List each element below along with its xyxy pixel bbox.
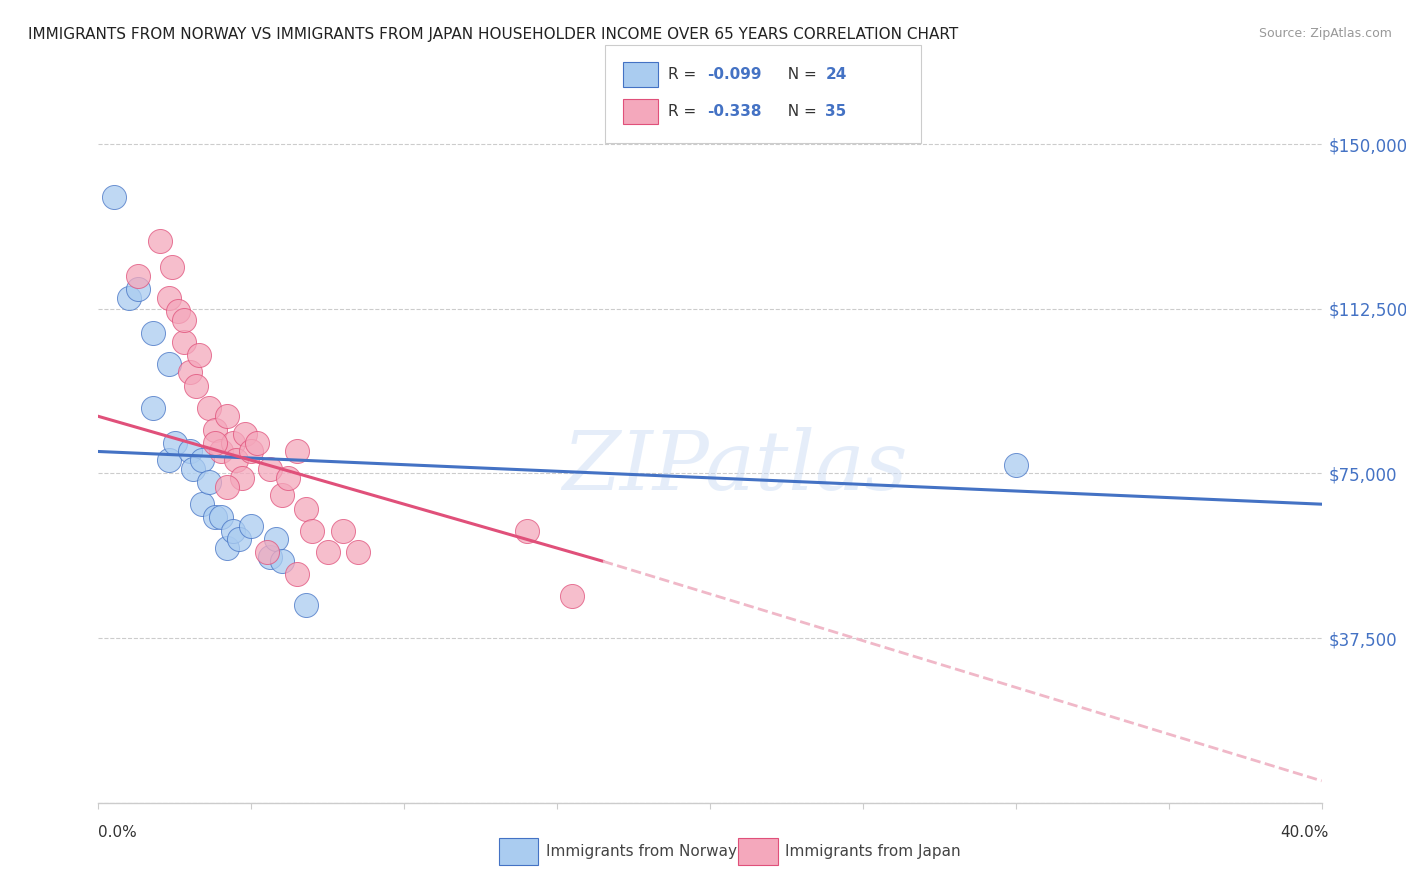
Point: [157, 357, 180, 371]
Point: [142, 326, 165, 340]
Text: Immigrants from Norway: Immigrants from Norway: [546, 845, 737, 859]
Point: [157, 453, 180, 467]
Point: [233, 426, 256, 441]
Text: -0.099: -0.099: [707, 67, 762, 81]
Point: [561, 590, 583, 604]
Point: [127, 282, 149, 296]
Point: [259, 549, 281, 564]
Point: [181, 462, 204, 476]
Point: [225, 453, 247, 467]
Point: [270, 554, 292, 568]
Point: [301, 524, 323, 538]
Point: [295, 501, 318, 516]
Point: [347, 545, 370, 559]
Point: [316, 545, 339, 559]
Point: [167, 304, 190, 318]
Point: [179, 444, 201, 458]
Text: IMMIGRANTS FROM NORWAY VS IMMIGRANTS FROM JAPAN HOUSEHOLDER INCOME OVER 65 YEARS: IMMIGRANTS FROM NORWAY VS IMMIGRANTS FRO…: [28, 27, 959, 42]
Point: [270, 488, 292, 502]
Point: [215, 541, 238, 555]
Point: [197, 475, 219, 490]
Text: 0.0%: 0.0%: [98, 825, 138, 840]
Text: 24: 24: [825, 67, 846, 81]
Point: [179, 366, 201, 380]
Point: [231, 471, 253, 485]
Text: N =: N =: [778, 67, 821, 81]
Point: [256, 545, 278, 559]
Text: 35: 35: [825, 104, 846, 119]
Text: Source: ZipAtlas.com: Source: ZipAtlas.com: [1258, 27, 1392, 40]
Point: [142, 401, 165, 415]
Point: [204, 423, 226, 437]
Point: [191, 497, 214, 511]
Point: [285, 567, 308, 582]
Point: [173, 334, 195, 349]
Point: [209, 510, 232, 524]
Point: [295, 598, 318, 612]
Point: [259, 462, 281, 476]
Point: [204, 435, 226, 450]
Point: [209, 444, 232, 458]
Point: [228, 533, 250, 547]
Point: [186, 378, 208, 392]
Point: [149, 234, 172, 248]
Point: [215, 480, 238, 494]
Point: [285, 444, 308, 458]
Point: [127, 268, 149, 283]
Point: [240, 519, 263, 533]
Point: [118, 291, 141, 305]
Point: [222, 524, 245, 538]
Point: [246, 435, 269, 450]
Point: [163, 435, 186, 450]
Text: 40.0%: 40.0%: [1281, 825, 1329, 840]
Point: [215, 409, 238, 424]
Text: N =: N =: [778, 104, 821, 119]
Point: [160, 260, 183, 274]
Point: [222, 435, 245, 450]
Point: [197, 401, 219, 415]
Point: [277, 471, 299, 485]
Text: R =: R =: [668, 104, 702, 119]
Text: Immigrants from Japan: Immigrants from Japan: [785, 845, 960, 859]
Text: ZIPatlas: ZIPatlas: [562, 427, 907, 508]
Point: [188, 348, 211, 362]
Point: [173, 312, 195, 326]
Text: -0.338: -0.338: [707, 104, 762, 119]
Point: [103, 190, 125, 204]
Point: [240, 444, 263, 458]
Text: R =: R =: [668, 67, 702, 81]
Point: [1004, 458, 1026, 472]
Point: [332, 524, 354, 538]
Point: [191, 453, 214, 467]
Point: [516, 524, 538, 538]
Point: [204, 510, 226, 524]
Point: [264, 533, 287, 547]
Point: [157, 291, 180, 305]
